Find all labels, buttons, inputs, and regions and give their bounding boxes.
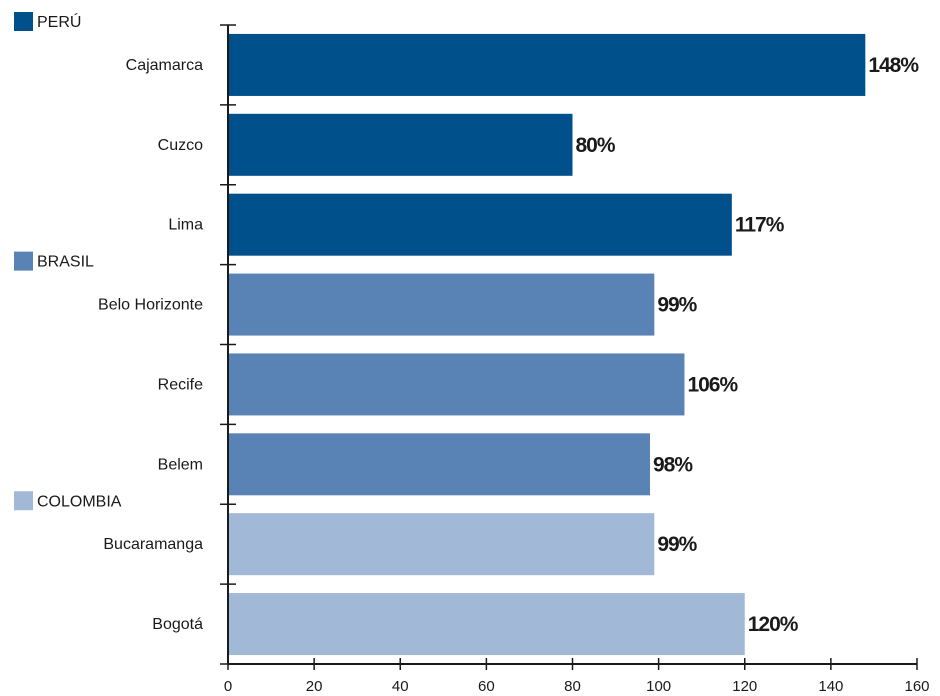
group-swatch-colombia (14, 491, 33, 511)
bars-layer (228, 33, 866, 656)
x-tick-label-100: 100 (646, 678, 671, 695)
category-label-lima: Lima (168, 217, 203, 234)
value-label-recife: 106% (687, 373, 738, 396)
bar-lima (228, 193, 732, 256)
value-label-cuzco: 80% (576, 134, 616, 157)
category-label-recife: Recife (158, 376, 203, 393)
x-tick-label-140: 140 (818, 678, 843, 695)
group-swatch-peru (14, 12, 33, 31)
group-labels-layer: PERÚ BRASIL COLOMBIA (14, 12, 122, 511)
x-tick-label-40: 40 (392, 678, 409, 695)
x-tick-label-60: 60 (478, 678, 495, 695)
group-label-peru: PERÚ (37, 12, 81, 31)
value-label-lima: 117% (735, 214, 785, 237)
bar-bogota (228, 593, 745, 656)
labels-layer: 148% Cajamarca 80% Cuzco 117% Lima 99% Belo Hor… (98, 54, 920, 636)
x-tick-label-80: 80 (564, 678, 581, 695)
x-tick-label-20: 20 (306, 678, 323, 695)
bar-cuzco (228, 113, 573, 176)
bar-belem (228, 433, 651, 496)
value-label-belem: 98% (653, 453, 693, 476)
category-label-belem: Belem (158, 456, 203, 473)
group-swatch-brasil (14, 251, 33, 271)
bar-cajamarca (228, 33, 866, 96)
value-label-bucaramanga: 99% (657, 533, 697, 556)
category-label-bogota: Bogotá (152, 616, 203, 633)
x-tick-label-120: 120 (732, 678, 757, 695)
x-tick-label-160: 160 (904, 678, 929, 695)
bar-belo-horizonte (228, 273, 655, 336)
axes-layer: 0 20 40 60 80 100 120 140 160 (220, 24, 930, 695)
category-label-bucaramanga: Bucaramanga (103, 536, 203, 553)
value-label-belo-horizonte: 99% (657, 294, 697, 317)
category-label-belo-horizonte: Belo Horizonte (98, 297, 203, 314)
value-label-bogota: 120% (748, 613, 799, 636)
group-label-brasil: BRASIL (37, 254, 94, 271)
x-tick-label-0: 0 (224, 678, 232, 695)
bar-recife (228, 353, 685, 416)
category-label-cuzco: Cuzco (158, 137, 203, 154)
group-label-colombia: COLOMBIA (37, 493, 122, 510)
bar-bucaramanga (228, 513, 655, 576)
category-label-cajamarca: Cajamarca (126, 57, 203, 74)
value-label-cajamarca: 148% (868, 54, 919, 77)
